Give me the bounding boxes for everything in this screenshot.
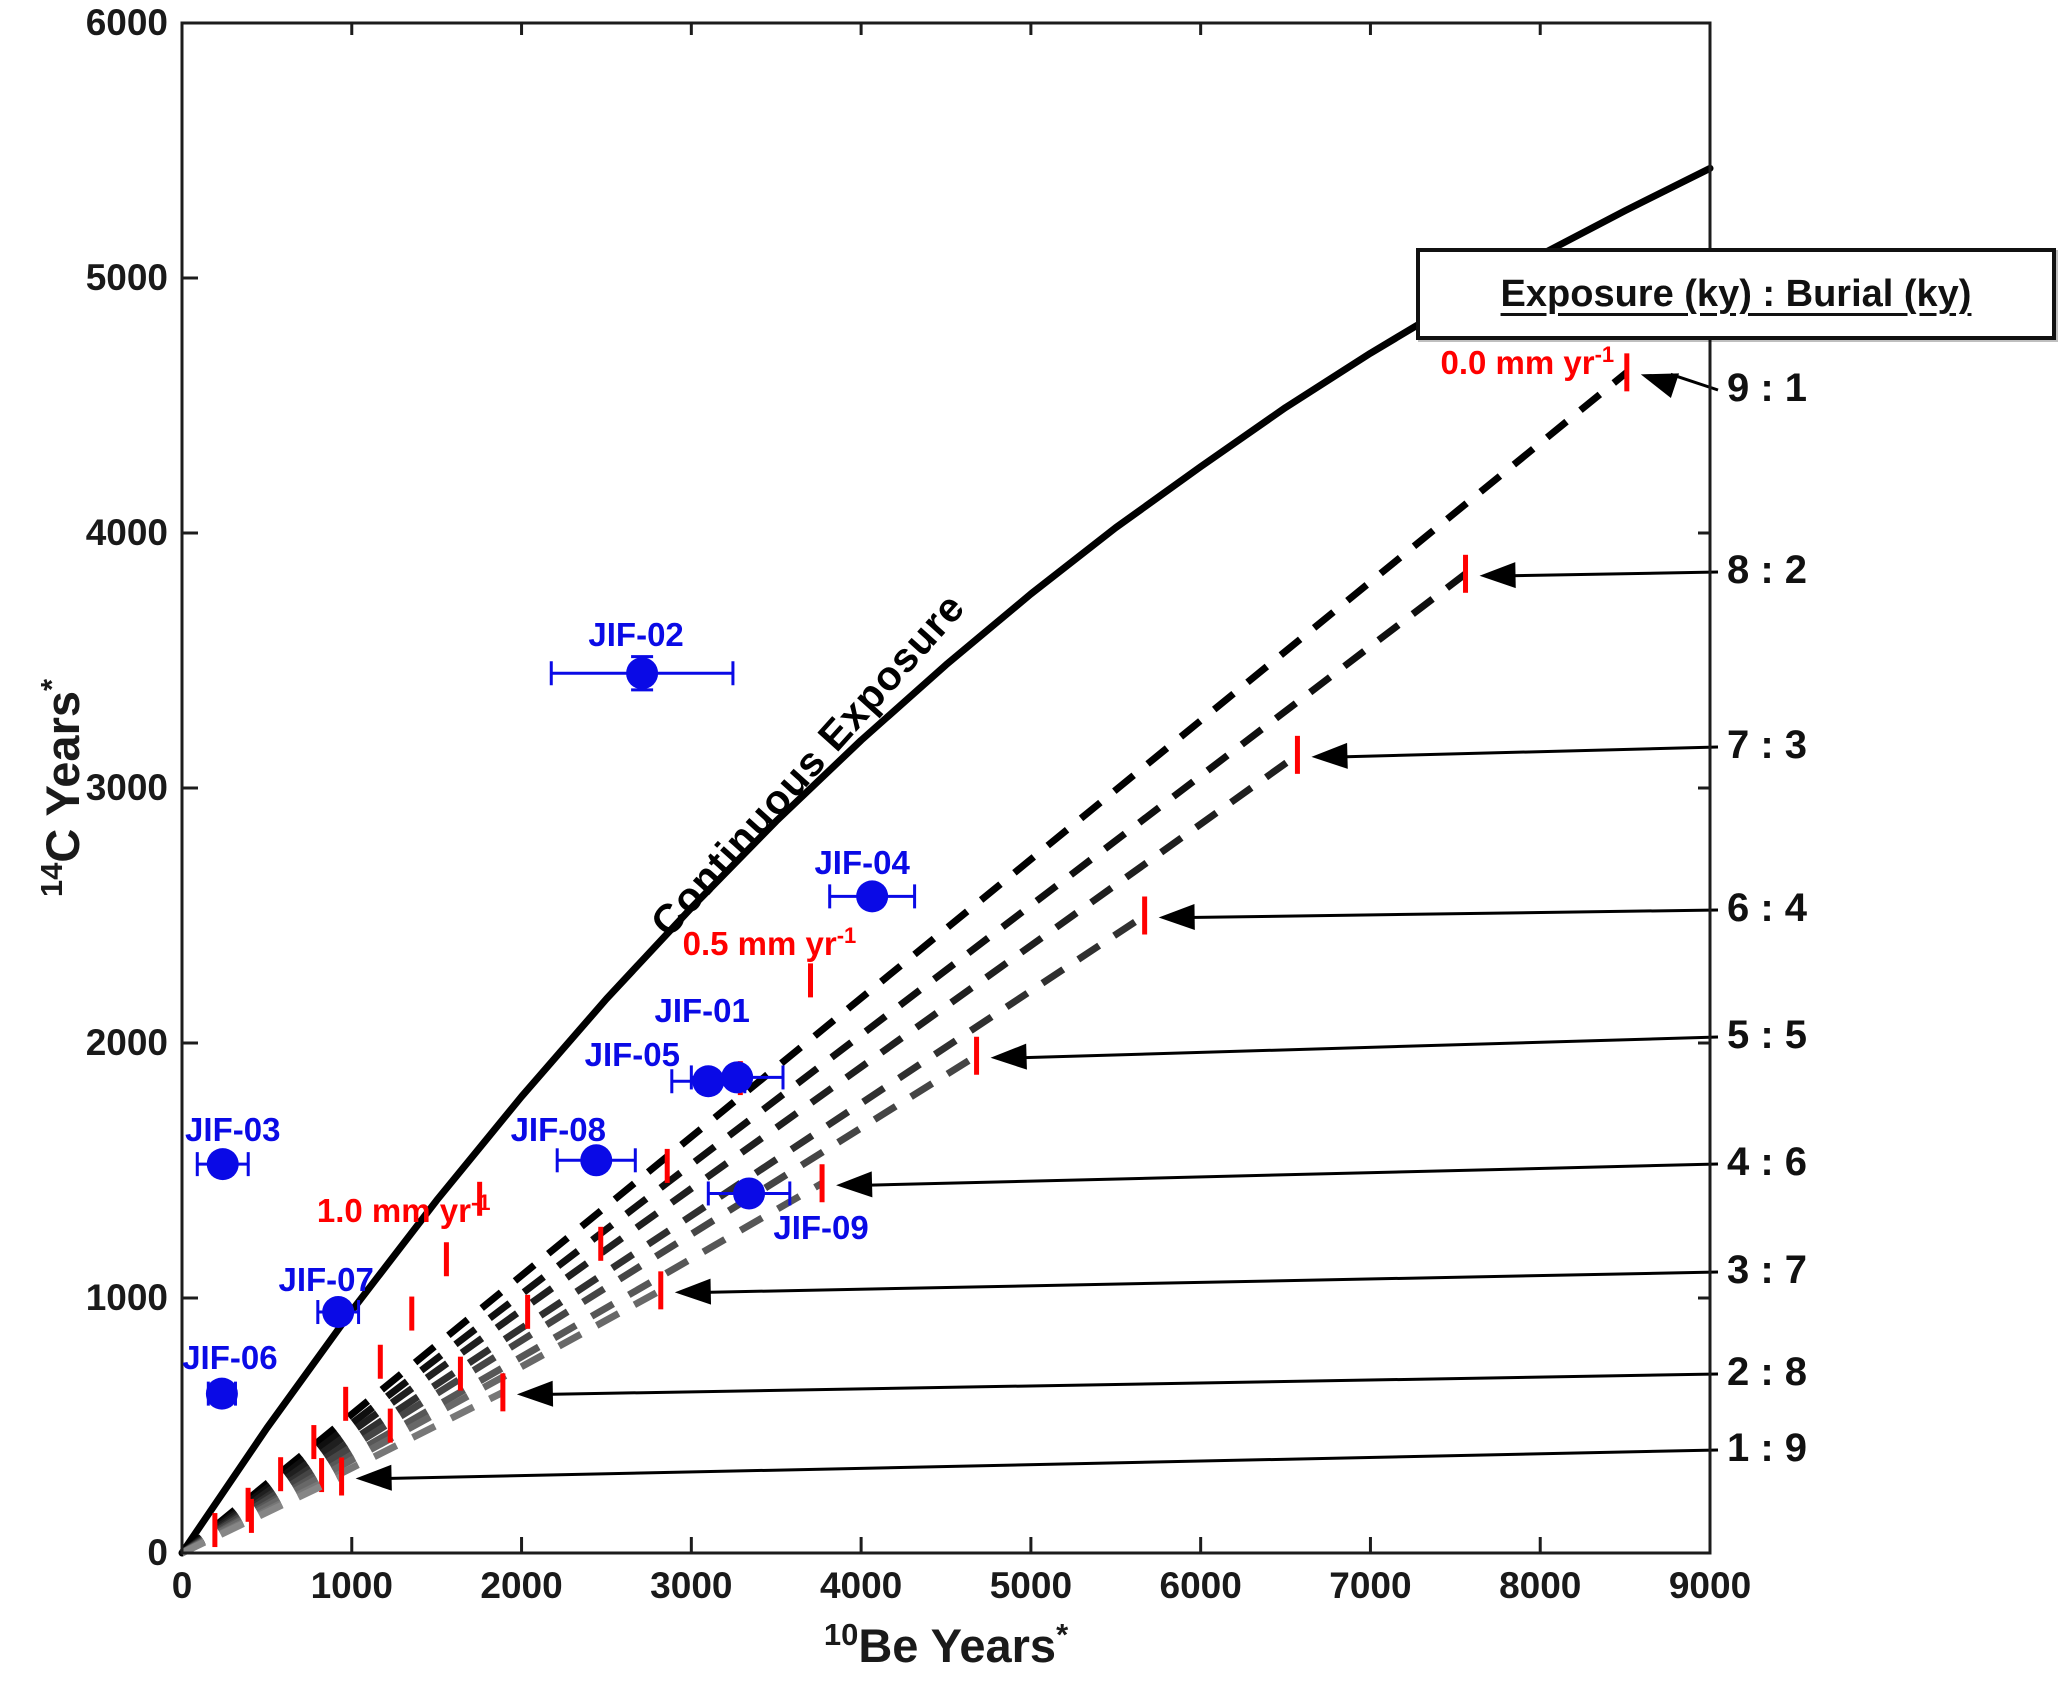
data-point-JIF-04 xyxy=(856,880,889,913)
ratio-arrow-line xyxy=(866,1162,1719,1187)
ratio-arrow-line xyxy=(1020,1035,1719,1060)
ratio-arrow-line xyxy=(1341,745,1719,759)
ratio-arrowhead-icon xyxy=(516,1380,554,1407)
ratio-arrowhead-icon xyxy=(1311,742,1348,769)
ratio-arrowhead-icon xyxy=(836,1171,873,1198)
ratio-arrow-line xyxy=(1188,908,1719,919)
data-point-JIF-01 xyxy=(721,1061,754,1094)
data-point-JIF-07 xyxy=(322,1296,355,1329)
ratio-arrowhead-icon xyxy=(674,1278,712,1305)
ratio-arrow-line xyxy=(385,1448,1719,1480)
ratio-arrowhead-icon xyxy=(990,1043,1027,1070)
continuous-exposure-curve xyxy=(178,164,1714,1557)
data-point-JIF-02 xyxy=(626,657,659,690)
ratio-line-4-6 xyxy=(180,1180,824,1557)
ratio-arrow-line xyxy=(704,1270,1719,1294)
ratio-line-8-2 xyxy=(179,571,1468,1556)
ratio-arrowhead-icon xyxy=(1479,562,1516,589)
data-point-JIF-05 xyxy=(692,1065,725,1098)
data-point-JIF-03 xyxy=(206,1148,239,1181)
ratio-line-7-3 xyxy=(179,752,1300,1556)
data-point-JIF-08 xyxy=(580,1144,613,1177)
ratio-line-1-9 xyxy=(180,1473,344,1557)
ratio-arrow-line xyxy=(546,1372,1719,1396)
ratio-line-9-1 xyxy=(179,369,1630,1556)
ratio-arrowhead-icon xyxy=(1158,903,1195,930)
ratio-arrowhead-icon xyxy=(1640,373,1680,399)
ratio-line-5-5 xyxy=(180,1052,979,1556)
data-point-JIF-06 xyxy=(205,1377,238,1410)
ratio-arrow-line xyxy=(1509,570,1719,578)
ratio-arrowhead-icon xyxy=(355,1464,392,1491)
data-point-JIF-09 xyxy=(733,1177,766,1210)
ratio-line-6-4 xyxy=(180,912,1147,1556)
